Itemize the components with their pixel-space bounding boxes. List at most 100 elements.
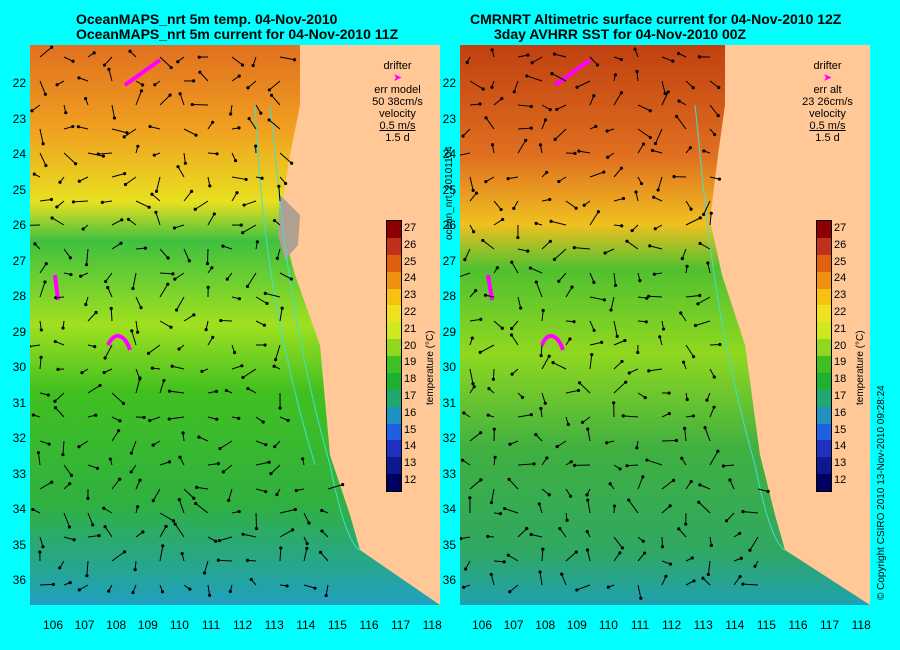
vector-head xyxy=(84,302,88,307)
current-vector xyxy=(587,429,591,442)
vector-head xyxy=(305,546,309,550)
legend-drifter-label: drifter xyxy=(383,60,412,72)
current-vector xyxy=(87,535,100,538)
vector-head xyxy=(241,231,245,235)
vector-head xyxy=(462,411,466,415)
current-vector xyxy=(704,427,711,442)
vector-head xyxy=(122,135,126,139)
current-vector xyxy=(565,389,579,394)
colorbar-swatch xyxy=(817,440,831,458)
vector-head xyxy=(495,266,499,270)
drifter-track xyxy=(123,58,162,87)
vector-head xyxy=(71,59,75,63)
vector-head xyxy=(118,419,122,423)
vector-head xyxy=(102,506,106,510)
current-vector xyxy=(104,56,113,66)
vector-head xyxy=(575,85,579,89)
vector-head xyxy=(648,244,652,248)
vector-head xyxy=(647,294,651,298)
vector-head xyxy=(170,364,174,368)
vector-head xyxy=(463,258,467,262)
vector-head xyxy=(198,70,202,74)
right-title-line2: 3day AVHRR SST for 04-Nov-2010 00Z xyxy=(494,26,747,42)
vector-head xyxy=(259,111,263,115)
y-tick-label: 30 xyxy=(12,360,26,374)
current-vector xyxy=(255,440,266,446)
vector-head xyxy=(211,120,215,124)
colorbar-tick-label: 19 xyxy=(834,356,847,369)
current-vector xyxy=(79,584,89,591)
vector-head xyxy=(262,323,267,327)
current-vector xyxy=(87,312,97,322)
current-vector xyxy=(183,191,193,202)
colorbar-swatch xyxy=(817,356,831,373)
vector-head xyxy=(718,342,722,347)
current-vector xyxy=(757,488,769,492)
y-tick-label: 33 xyxy=(442,466,456,481)
current-vector xyxy=(613,197,624,202)
current-vector xyxy=(554,248,567,260)
vector-head xyxy=(702,212,706,216)
colorbar-tick-label: 15 xyxy=(404,423,417,436)
current-vector xyxy=(276,248,281,259)
current-vector xyxy=(159,512,174,522)
current-vector xyxy=(219,440,233,449)
current-vector xyxy=(204,560,209,574)
vector-head xyxy=(173,522,177,526)
x-tick-label: 108 xyxy=(106,618,127,632)
current-vector xyxy=(551,73,567,82)
colorbar-tick-label: 13 xyxy=(834,457,847,470)
vector-head xyxy=(94,413,98,417)
current-vector xyxy=(517,140,527,154)
x-tick-label: 109 xyxy=(566,618,587,632)
vector-head xyxy=(474,191,479,195)
vector-head xyxy=(526,53,530,57)
current-vector xyxy=(709,104,719,116)
vector-head xyxy=(181,431,185,435)
current-vector xyxy=(195,200,209,210)
vector-head xyxy=(551,361,555,365)
vector-head xyxy=(618,467,622,471)
vector-head xyxy=(625,239,629,243)
vector-head xyxy=(627,498,631,502)
vector-head xyxy=(569,460,573,464)
vector-head xyxy=(289,277,293,281)
current-vector xyxy=(159,56,172,68)
current-vector xyxy=(231,176,247,180)
vector-head xyxy=(77,588,81,592)
vector-head xyxy=(194,133,198,137)
vector-head xyxy=(478,102,482,106)
vector-head xyxy=(177,498,181,502)
vector-head xyxy=(525,526,529,531)
vector-head xyxy=(697,500,701,504)
vector-head xyxy=(625,464,629,468)
current-vector xyxy=(199,71,209,82)
current-vector xyxy=(183,128,197,136)
x-tick-label: 113 xyxy=(264,618,284,632)
vector-head xyxy=(217,539,222,543)
vector-head xyxy=(689,479,693,484)
current-vector xyxy=(255,512,258,529)
current-vector xyxy=(587,500,591,514)
vector-head xyxy=(112,116,117,120)
vector-head xyxy=(739,556,743,560)
current-vector xyxy=(183,152,186,164)
vector-head xyxy=(177,347,181,351)
y-tick-label: 22 xyxy=(442,76,456,90)
current-vector xyxy=(685,344,694,357)
vector-head xyxy=(489,501,494,505)
current-vector xyxy=(709,176,720,180)
vector-head xyxy=(197,55,201,59)
vector-head xyxy=(664,574,668,578)
current-vector xyxy=(125,176,137,185)
current-vector xyxy=(325,584,329,596)
vector-head xyxy=(724,519,729,523)
vector-head xyxy=(592,328,596,332)
vector-head xyxy=(108,457,112,461)
current-vector xyxy=(589,211,599,226)
vector-head xyxy=(54,296,58,300)
vector-head xyxy=(192,79,196,83)
vector-head xyxy=(595,63,600,67)
vector-head xyxy=(525,74,529,78)
vector-head xyxy=(547,493,551,497)
